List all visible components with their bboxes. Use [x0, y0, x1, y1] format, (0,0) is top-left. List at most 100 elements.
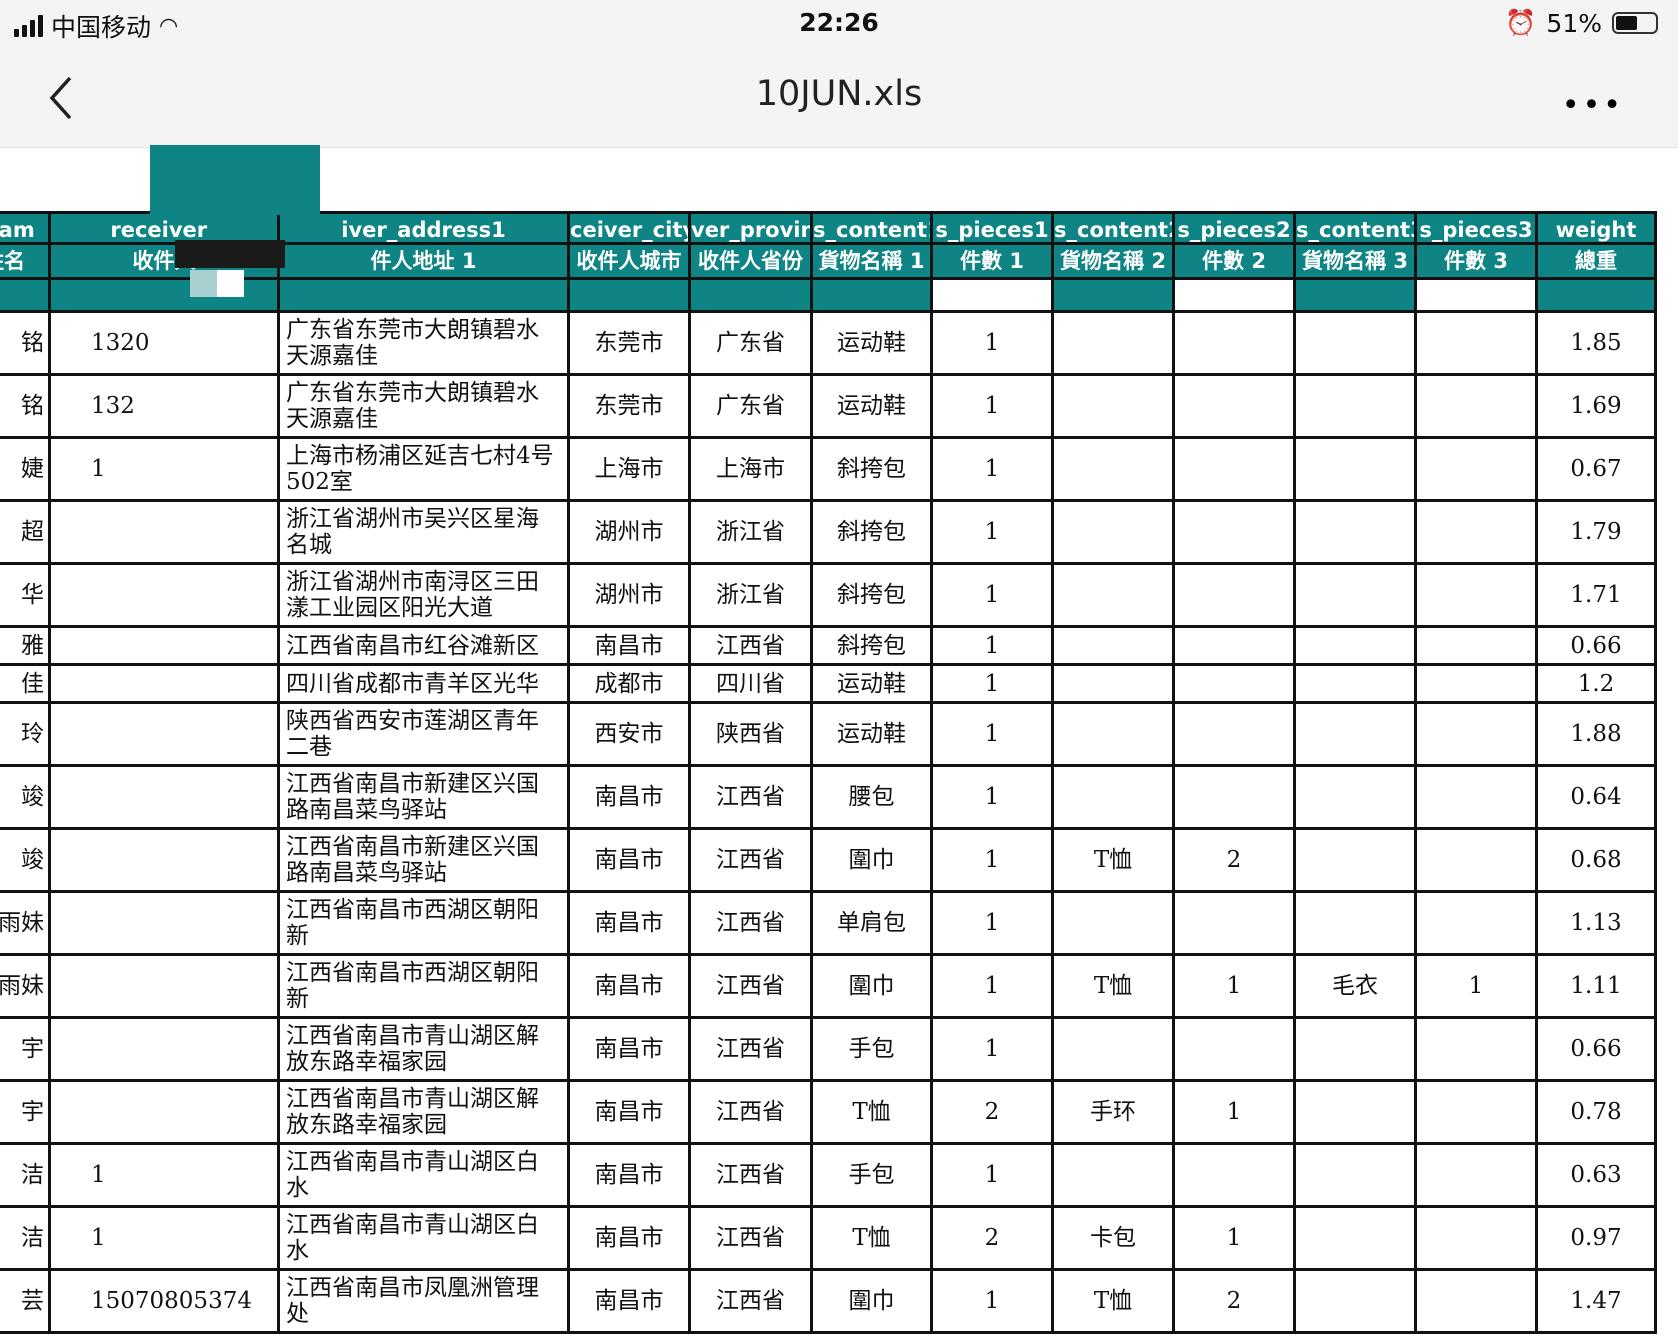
cell-content3[interactable]	[1296, 628, 1417, 666]
cell-province[interactable]: 广东省	[691, 313, 813, 376]
cell-content2[interactable]	[1054, 376, 1175, 439]
cell-address[interactable]: 浙江省湖州市吴兴区星海名城	[280, 502, 570, 565]
cell-address[interactable]: 江西省南昌市青山湖区解放东路幸福家园	[280, 1019, 570, 1082]
cell-pieces1[interactable]: 1	[933, 1271, 1054, 1334]
cell-weight[interactable]: 0.63	[1538, 1145, 1657, 1208]
cell-pieces3[interactable]	[1417, 1082, 1538, 1145]
cell-weight[interactable]: 1.69	[1538, 376, 1657, 439]
blank-cell-province[interactable]	[691, 280, 813, 313]
cell-pieces1[interactable]: 1	[933, 767, 1054, 830]
cell-address[interactable]: 江西省南昌市西湖区朝阳新	[280, 893, 570, 956]
cell-address[interactable]: 江西省南昌市凤凰洲管理处	[280, 1271, 570, 1334]
cell-phone[interactable]	[51, 704, 280, 767]
cell-address[interactable]: 江西省南昌市青山湖区解放东路幸福家园	[280, 1082, 570, 1145]
cell-city[interactable]: 南昌市	[570, 767, 691, 830]
cell-name[interactable]: 雅	[0, 628, 51, 666]
cell-pieces3[interactable]	[1417, 704, 1538, 767]
cell-content3[interactable]	[1296, 767, 1417, 830]
cell-weight[interactable]: 0.66	[1538, 1019, 1657, 1082]
cell-pieces3[interactable]	[1417, 1145, 1538, 1208]
blank-cell-city[interactable]	[570, 280, 691, 313]
cell-content2[interactable]	[1054, 893, 1175, 956]
blank-cell-content1[interactable]	[813, 280, 933, 313]
cell-pieces3[interactable]	[1417, 1208, 1538, 1271]
cell-pieces2[interactable]	[1175, 502, 1296, 565]
cell-phone[interactable]	[51, 502, 280, 565]
cell-name[interactable]: 超	[0, 502, 51, 565]
cell-content1[interactable]: 运动鞋	[813, 666, 933, 704]
header-cn-name[interactable]: 姓名	[0, 245, 51, 280]
cell-pieces3[interactable]	[1417, 1019, 1538, 1082]
cell-content2[interactable]	[1054, 767, 1175, 830]
cell-content2[interactable]	[1054, 439, 1175, 502]
cell-name[interactable]: 玲	[0, 704, 51, 767]
cell-province[interactable]: 上海市	[691, 439, 813, 502]
header-cn-pieces1[interactable]: 件數 1	[933, 245, 1054, 280]
cell-phone[interactable]	[51, 1082, 280, 1145]
cell-pieces2[interactable]	[1175, 767, 1296, 830]
cell-pieces2[interactable]	[1175, 376, 1296, 439]
cell-weight[interactable]: 1.88	[1538, 704, 1657, 767]
cell-content3[interactable]	[1296, 666, 1417, 704]
cell-pieces1[interactable]: 1	[933, 704, 1054, 767]
cell-pieces1[interactable]: 1	[933, 565, 1054, 628]
cell-content2[interactable]: 手环	[1054, 1082, 1175, 1145]
cell-content2[interactable]: 卡包	[1054, 1208, 1175, 1271]
cell-content1[interactable]: 圍巾	[813, 1271, 933, 1334]
header-cn-content2[interactable]: 貨物名稱 2	[1054, 245, 1175, 280]
cell-content3[interactable]	[1296, 1082, 1417, 1145]
cell-content1[interactable]: 手包	[813, 1145, 933, 1208]
cell-pieces2[interactable]	[1175, 1019, 1296, 1082]
cell-phone[interactable]	[51, 767, 280, 830]
cell-pieces1[interactable]: 1	[933, 666, 1054, 704]
header-province[interactable]: ver_provin	[691, 211, 813, 245]
cell-name[interactable]: 宇	[0, 1082, 51, 1145]
cell-address[interactable]: 江西省南昌市西湖区朝阳新	[280, 956, 570, 1019]
cell-content3[interactable]	[1296, 313, 1417, 376]
header-cn-city[interactable]: 收件人城市	[570, 245, 691, 280]
cell-province[interactable]: 江西省	[691, 1271, 813, 1334]
cell-pieces3[interactable]	[1417, 313, 1538, 376]
cell-pieces3[interactable]: 1	[1417, 956, 1538, 1019]
cell-address[interactable]: 上海市杨浦区延吉七村4号502室	[280, 439, 570, 502]
cell-pieces2[interactable]: 1	[1175, 956, 1296, 1019]
cell-content3[interactable]	[1296, 565, 1417, 628]
header-cn-weight[interactable]: 總重	[1538, 245, 1657, 280]
header-city[interactable]: ceiver_city	[570, 211, 691, 245]
cell-weight[interactable]: 0.97	[1538, 1208, 1657, 1271]
cell-weight[interactable]: 0.67	[1538, 439, 1657, 502]
cell-address[interactable]: 四川省成都市青羊区光华	[280, 666, 570, 704]
cell-phone[interactable]	[51, 893, 280, 956]
cell-content1[interactable]: 斜挎包	[813, 502, 933, 565]
cell-pieces3[interactable]	[1417, 502, 1538, 565]
cell-content1[interactable]: 运动鞋	[813, 376, 933, 439]
cell-city[interactable]: 西安市	[570, 704, 691, 767]
cell-weight[interactable]: 1.11	[1538, 956, 1657, 1019]
cell-content3[interactable]	[1296, 1271, 1417, 1334]
cell-pieces1[interactable]: 1	[933, 502, 1054, 565]
cell-city[interactable]: 东莞市	[570, 376, 691, 439]
cell-pieces3[interactable]	[1417, 565, 1538, 628]
cell-address[interactable]: 江西省南昌市新建区兴国路南昌菜鸟驿站	[280, 830, 570, 893]
cell-content3[interactable]: 毛衣	[1296, 956, 1417, 1019]
cell-city[interactable]: 南昌市	[570, 830, 691, 893]
cell-pieces2[interactable]	[1175, 565, 1296, 628]
cell-name[interactable]: 竣	[0, 830, 51, 893]
blank-cell-phone[interactable]	[51, 280, 280, 313]
header-cn-content3[interactable]: 貨物名稱 3	[1296, 245, 1417, 280]
cell-name[interactable]: 洁	[0, 1208, 51, 1271]
cell-pieces1[interactable]: 1	[933, 956, 1054, 1019]
cell-address[interactable]: 广东省东莞市大朗镇碧水天源嘉佳	[280, 313, 570, 376]
cell-phone[interactable]: 1	[51, 1145, 280, 1208]
cell-city[interactable]: 南昌市	[570, 1271, 691, 1334]
cell-weight[interactable]: 0.64	[1538, 767, 1657, 830]
cell-name[interactable]: 华	[0, 565, 51, 628]
blank-cell-weight[interactable]	[1538, 280, 1657, 313]
cell-pieces2[interactable]	[1175, 666, 1296, 704]
header-cn-address[interactable]: 件人地址 1	[280, 245, 570, 280]
cell-pieces2[interactable]	[1175, 704, 1296, 767]
cell-city[interactable]: 成都市	[570, 666, 691, 704]
cell-pieces3[interactable]	[1417, 628, 1538, 666]
cell-content1[interactable]: 腰包	[813, 767, 933, 830]
cell-content2[interactable]	[1054, 666, 1175, 704]
